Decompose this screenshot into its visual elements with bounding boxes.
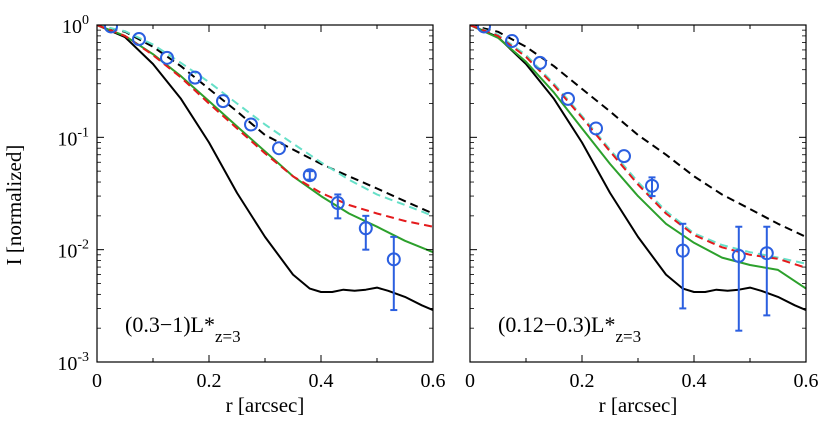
y-tick-exponent: 0 [82,13,89,28]
panel-label: (0.3−1)L*z=3 [125,312,241,346]
data-point [477,25,491,34]
y-tick-exponent: -1 [77,125,89,140]
series-line-red-dashed [97,25,433,228]
x-axis-title: r [arcsec] [599,393,678,417]
data-point [330,196,345,211]
x-tick-label: 0 [465,370,475,392]
data-point [617,149,631,164]
y-tick-label: 10-1 [57,125,89,150]
data-point [358,221,373,236]
data-point [132,32,146,47]
right-panel: 0 0.2 0.4 0.6 r [arcsec] (0.12−0.3)L*z=3 [465,24,819,417]
y-tick-label: 10-2 [57,238,89,263]
data-point [505,34,519,49]
data-point [589,121,603,136]
series-line-black-solid [97,25,433,312]
series-line-cyan-dashed [470,25,806,265]
series-line-red-dashed [470,25,806,269]
y-tick-base: 10 [57,353,77,375]
panel-label-main: (0.3−1)L* [125,312,215,337]
panel-label-subscript: z=3 [616,327,642,346]
data-point [561,91,575,106]
data-point [645,178,659,193]
series-line-black-solid [470,25,806,312]
data-point [244,117,258,132]
series-group [97,25,433,312]
x-tick-label: 0.6 [421,370,446,392]
data-point [104,25,118,34]
y-tick-base: 10 [57,241,77,263]
y-tick-exponent: -2 [77,238,89,253]
data-point [731,248,746,263]
series-line-black-dashed [97,25,433,215]
data-point [759,246,774,261]
x-tick-label: 0.6 [794,370,819,392]
y-tick-base: 10 [62,16,82,38]
x-tick-label: 0.2 [197,370,222,392]
data-point [302,168,317,183]
x-tick-label: 0.4 [309,370,334,392]
series-line-green-solid [470,25,806,290]
data-point [533,55,547,70]
data-point [216,94,230,109]
y-tick-exponent: -3 [77,350,89,365]
series-group [470,25,806,332]
y-tick-base: 10 [57,128,77,150]
x-tick-label: 0.2 [570,370,595,392]
y-tick-label: 10-3 [57,350,89,375]
data-point [160,50,174,65]
panel-label: (0.12−0.3)L*z=3 [498,312,641,346]
x-tick-label: 0.4 [682,370,707,392]
series-line-cyan-dashed [97,25,433,217]
x-axis-title: r [arcsec] [226,393,305,417]
series-line-green-solid [97,25,433,254]
data-point [386,252,401,267]
panel-label-subscript: z=3 [215,327,241,346]
y-tick-label: 100 [62,13,89,38]
panel-label-main: (0.12−0.3)L* [498,312,616,337]
data-point [188,70,202,85]
data-point [272,141,286,156]
x-tick-label: 0 [92,370,102,392]
y-axis-title: I [normalized] [2,145,26,266]
data-point [675,243,690,258]
